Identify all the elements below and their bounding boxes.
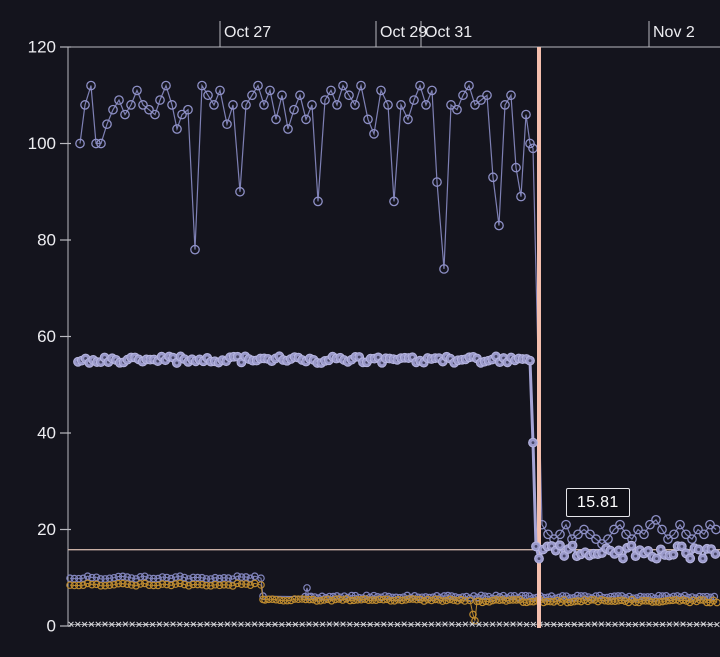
series-zero-baseline	[68, 621, 720, 628]
series-upper-scatter	[75, 80, 720, 549]
y-tick-label: 0	[47, 617, 56, 636]
x-tick-label: Oct 29	[380, 24, 427, 41]
y-tick-label: 40	[37, 424, 56, 443]
x-tick-label: Nov 2	[653, 24, 695, 41]
threshold-value-label: 15.81	[566, 488, 630, 518]
y-tick-label: 80	[37, 231, 56, 250]
series-main-rope	[73, 351, 720, 564]
y-tick-label: 100	[28, 134, 56, 153]
y-tick-label: 120	[28, 38, 56, 57]
series-bottom-orange	[66, 579, 720, 625]
y-tick-label: 20	[37, 520, 56, 539]
y-tick-label: 60	[37, 327, 56, 346]
x-tick-label: Oct 31	[425, 24, 472, 41]
x-tick-label: Oct 27	[224, 24, 271, 41]
